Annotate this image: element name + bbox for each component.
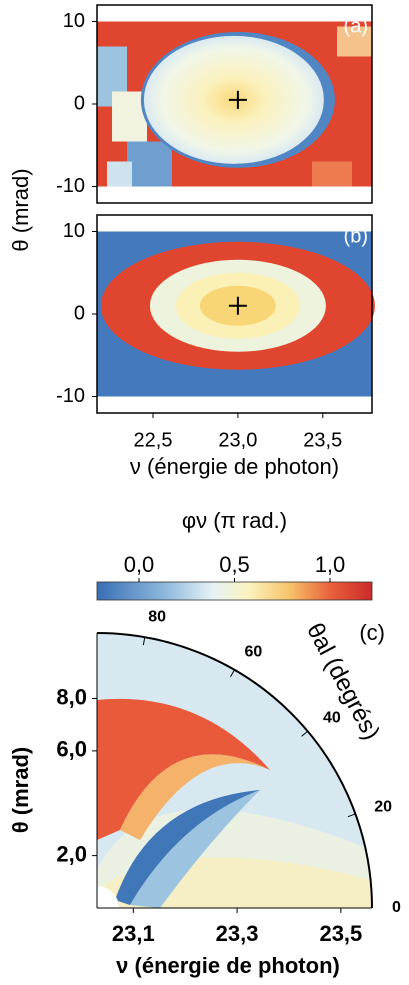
field-patch [107,161,132,187]
y-axis-label: θ (mrad) [8,747,33,833]
x-tick-label: 23,5 [303,429,342,451]
colorbar-tick-label: 0,0 [124,552,155,577]
y-tick-label: -10 [56,175,85,197]
y-tick-label: -10 [56,385,85,407]
y-tick-label: 0 [74,92,85,114]
y-tick-label: 0 [74,302,85,324]
field-blue [115,790,260,905]
angle-tick-label: 60 [245,644,263,661]
field-orange [120,754,270,840]
angle-tick [230,669,235,678]
colorbar [96,581,373,601]
field-blue-light [130,790,260,908]
angle-tick [142,637,146,646]
y-tick-label: 8,0 [56,684,87,709]
angle-tick-label: 40 [323,710,341,727]
colorbar-tick-label: 1,0 [315,552,346,577]
x-axis-label: ν (énergie de photon) [116,953,340,978]
field-red [97,698,270,840]
x-tick-label: 23,3 [216,921,259,946]
y-tick-label: 10 [63,10,85,32]
panel-label: (a) [344,15,368,37]
y-tick-label: 2,0 [56,841,87,866]
x-tick-label: 22,5 [134,429,173,451]
x-tick-label: 23,1 [112,921,155,946]
field-patch [337,26,372,57]
y-axis-label: θ (mrad) [8,168,33,251]
angle-tick-label: 0 [392,899,401,916]
panel-label: (b) [344,225,368,247]
panel-label: (c) [359,620,385,645]
x-tick-label: 23,0 [218,429,257,451]
y-tick-label: 6,0 [56,737,87,762]
x-axis-label: ν (énergie de photon) [130,454,339,479]
angle-tick [301,730,308,737]
x-tick-label: 23,5 [319,921,362,946]
y-tick-label: 10 [63,220,85,242]
colorbar-tick-label: 0,5 [219,552,250,577]
colorbar-title: φν (π rad.) [182,508,287,533]
arc [96,632,373,909]
angle-tick-label: 80 [148,609,166,626]
angle-tick [347,813,356,818]
field-patch [312,161,352,187]
field-patch [127,141,172,187]
angle-tick-label: 20 [374,798,392,815]
